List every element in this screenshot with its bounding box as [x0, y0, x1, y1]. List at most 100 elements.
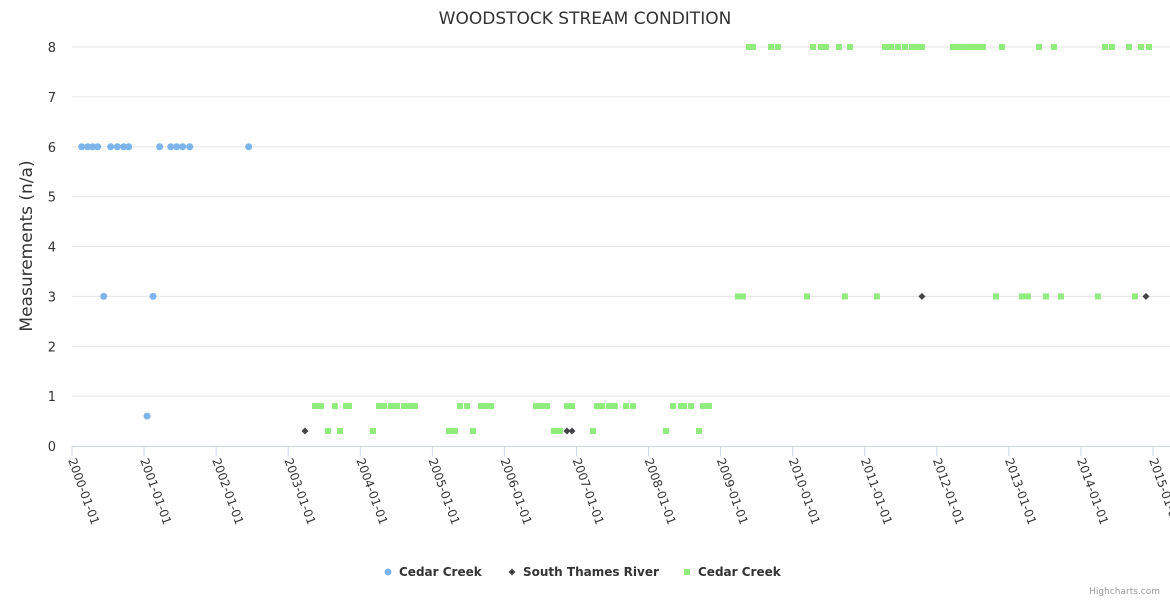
data-point — [463, 403, 470, 410]
data-point — [881, 44, 888, 50]
data-point — [1018, 293, 1025, 300]
data-point — [677, 403, 684, 410]
data-point — [992, 293, 999, 300]
y-tick-label: 7 — [48, 91, 56, 106]
x-tick-label: 2013-01-01 — [1002, 456, 1039, 526]
x-tick-label: 2014-01-01 — [1074, 456, 1111, 526]
legend-marker-icon — [384, 568, 392, 576]
data-point — [179, 143, 187, 151]
data-point — [841, 293, 848, 300]
data-point — [605, 403, 612, 410]
data-point — [749, 44, 756, 50]
x-tick-label: 2001-01-01 — [137, 456, 174, 526]
x-tick-label: 2011-01-01 — [858, 456, 895, 526]
data-point — [804, 293, 811, 300]
x-tick-label: 2012-01-01 — [930, 456, 967, 526]
x-tick-label: 2006-01-01 — [498, 456, 535, 526]
data-point — [376, 403, 383, 410]
data-point — [78, 143, 86, 151]
data-point — [394, 403, 401, 410]
x-tick-label: 2003-01-01 — [281, 456, 318, 526]
y-tick-label: 5 — [48, 191, 56, 206]
y-tick-label: 6 — [48, 141, 56, 156]
data-point — [324, 428, 331, 435]
credits-link[interactable]: Highcharts.com — [1089, 587, 1160, 597]
data-point — [346, 403, 353, 410]
data-point — [913, 44, 920, 50]
data-point — [598, 403, 605, 410]
data-point — [1024, 293, 1031, 300]
data-point — [809, 44, 816, 50]
series-1 — [301, 292, 1150, 435]
data-point — [589, 428, 596, 435]
y-tick-label: 0 — [48, 440, 56, 455]
data-point — [120, 143, 128, 151]
data-point — [894, 44, 901, 50]
data-point — [84, 143, 92, 151]
data-point — [669, 403, 676, 410]
data-point — [1042, 293, 1049, 300]
data-point — [457, 403, 464, 410]
data-point — [611, 403, 618, 410]
data-point — [887, 44, 894, 50]
data-point — [387, 403, 394, 410]
data-point — [873, 293, 880, 300]
data-point — [331, 403, 338, 410]
data-point — [451, 428, 458, 435]
data-point — [156, 143, 164, 151]
data-point — [173, 143, 181, 151]
data-point — [337, 428, 344, 435]
legend-item-1[interactable]: South Thames River — [508, 565, 659, 579]
data-point — [846, 44, 853, 50]
data-point — [543, 403, 550, 410]
data-point — [973, 44, 980, 50]
data-point — [961, 44, 968, 50]
y-tick-label: 8 — [48, 41, 56, 56]
data-point — [745, 44, 752, 50]
data-point — [317, 403, 324, 410]
data-point — [563, 403, 570, 410]
data-point — [167, 143, 175, 151]
data-point — [998, 44, 1005, 50]
data-point — [967, 44, 974, 50]
data-point — [406, 403, 413, 410]
data-point — [622, 403, 629, 410]
data-point — [705, 403, 712, 410]
data-point — [680, 403, 687, 410]
data-point — [1108, 44, 1115, 50]
y-axis-title: Measurements (n/a) — [17, 160, 37, 331]
y-tick-label: 3 — [48, 290, 56, 305]
data-point — [537, 403, 544, 410]
x-tick-label: 2002-01-01 — [209, 456, 246, 526]
grid-lines — [72, 46, 1170, 397]
legend-item-2[interactable]: Cedar Creek — [684, 565, 782, 579]
data-point — [662, 428, 669, 435]
data-point — [822, 44, 829, 50]
data-point — [1057, 293, 1064, 300]
x-axis: 2000-01-01 2001-01-01 2002-01-01 2003-01-01… — [65, 446, 1170, 527]
data-points — [78, 44, 1152, 435]
data-point — [1094, 293, 1101, 300]
data-point — [301, 427, 309, 435]
data-point — [469, 428, 476, 435]
data-point — [1137, 44, 1144, 50]
data-point — [734, 293, 741, 300]
data-point — [1101, 44, 1108, 50]
data-point — [445, 428, 452, 435]
data-point — [143, 412, 151, 420]
x-tick-label: 2007-01-01 — [570, 456, 607, 526]
y-tick-label: 2 — [48, 340, 56, 355]
legend-item-0[interactable]: Cedar Creek — [384, 565, 483, 579]
data-point — [89, 143, 97, 151]
data-point — [979, 44, 986, 50]
data-point — [125, 143, 133, 151]
data-point — [369, 428, 376, 435]
data-point — [687, 403, 694, 410]
data-point — [487, 403, 494, 410]
data-point — [1035, 44, 1042, 50]
legend-label: Cedar Creek — [399, 565, 483, 579]
legend-marker-icon — [684, 569, 690, 575]
series-0 — [78, 143, 253, 420]
data-point — [149, 292, 157, 300]
data-point — [629, 403, 636, 410]
